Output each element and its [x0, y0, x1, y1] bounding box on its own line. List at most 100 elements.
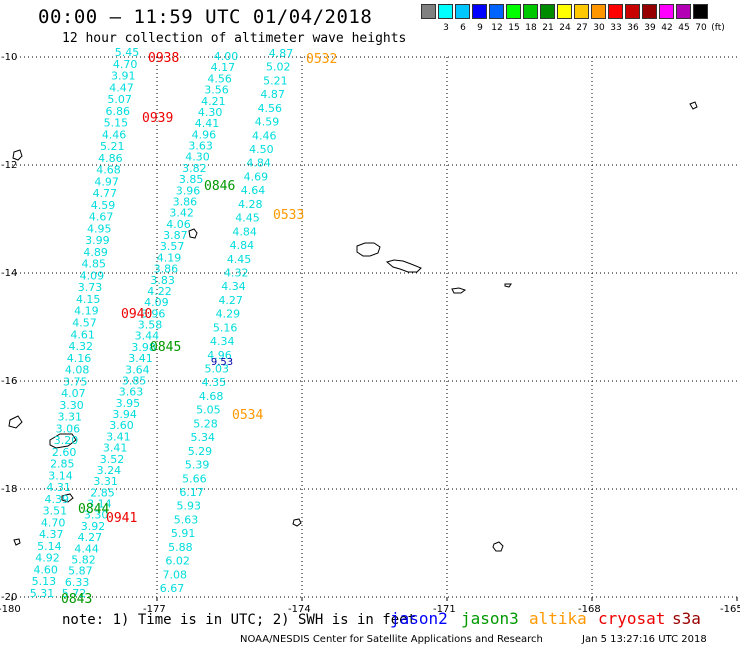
pass-time-label: 0846	[204, 179, 235, 194]
swh-value: 4.22	[147, 285, 172, 298]
swh-value: 4.89	[83, 246, 108, 259]
time-labels: 0938 0939 0940 0941 0532 0533 0534 0846 0845 0844…	[61, 51, 337, 607]
legend-swatch	[591, 4, 606, 19]
swh-value: 4.97	[94, 175, 119, 188]
swh-value: 3.98	[131, 341, 156, 354]
swh-value: 4.47	[109, 81, 134, 94]
swh-value: 5.39	[185, 459, 210, 472]
swh-value: 4.27	[78, 531, 103, 544]
swh-value: 3.14	[48, 469, 73, 482]
swh-value: 4.70	[113, 58, 138, 71]
legend-label: 45	[678, 23, 690, 33]
swh-value: 4.87	[269, 47, 294, 60]
swh-value: 4.69	[244, 170, 269, 183]
swh-value: 5.91	[171, 527, 196, 540]
swh-value: 3.96	[141, 307, 166, 320]
legend-label: 27	[576, 23, 588, 33]
swh-value: 4.96	[192, 128, 217, 141]
swh-value: 6.33	[65, 576, 90, 589]
swh-value: 4.00	[214, 50, 239, 63]
swh-value: 3.41	[103, 442, 128, 455]
island-fiji-east	[61, 493, 74, 503]
swh-value: 4.92	[35, 552, 60, 565]
swh-value: 4.77	[93, 187, 118, 200]
swh-value: 3.96	[176, 184, 201, 197]
swh-value: 5.05	[196, 404, 221, 417]
swh-value: 4.19	[74, 305, 99, 318]
swh-value: 3.57	[160, 240, 185, 253]
swh-value: 3.52	[100, 453, 125, 466]
legend-swatch	[523, 4, 538, 19]
legend-label: 18	[525, 23, 537, 33]
island-fiji-vanua	[49, 433, 77, 449]
swh-value: 5.15	[104, 117, 129, 130]
pass-time-label: 0941	[106, 511, 137, 526]
swh-value: 4.60	[33, 563, 58, 576]
swh-value: 3.73	[78, 281, 103, 294]
swh-value: 5.21	[100, 140, 125, 153]
swh-value: 4.59	[255, 116, 280, 129]
footnote: note: 1) Time is in UTC; 2) SWH is in fe…	[62, 612, 417, 628]
credit-line: NOAA/NESDIS Center for Satellite Applica…	[240, 634, 543, 645]
legend-swatch	[693, 4, 708, 19]
lon-tick-label: -180	[0, 604, 21, 615]
swh-value: 3.41	[128, 352, 153, 365]
legend-label: 9	[477, 23, 483, 33]
swh-value: 4.46	[252, 129, 277, 142]
swh-value: 3.87	[163, 229, 188, 242]
island-samoa-savaii	[356, 242, 381, 257]
legend-label: 12	[491, 23, 503, 33]
legend-label: 36	[627, 23, 639, 33]
lat-tick-label: -14	[1, 268, 17, 279]
swh-value: 3.99	[85, 234, 110, 247]
swh-value: 5.21	[263, 74, 288, 87]
pass-time-label: 0939	[142, 111, 173, 126]
swh-value: 4.45	[235, 212, 260, 225]
legend-label: 30	[593, 23, 605, 33]
swh-value: 4.68	[199, 390, 224, 403]
swh-value: 3.85	[122, 374, 147, 387]
pass-time-label: 0940	[121, 307, 152, 322]
swh-value: 3.51	[43, 505, 68, 518]
swh-value: 5.28	[193, 417, 218, 430]
swh-value: 3.24	[97, 464, 122, 477]
swh-value: 4.61	[70, 328, 95, 341]
legend-label: 42	[661, 23, 673, 33]
swh-value: 3.91	[111, 70, 136, 83]
pass-time-label: 0533	[273, 208, 304, 223]
swh-value: 4.06	[166, 218, 191, 231]
island-futuna	[12, 149, 23, 161]
swh-value: 3.86	[173, 195, 198, 208]
swh-value: 4.59	[91, 199, 116, 212]
legend-label: 21	[542, 23, 554, 33]
legend-label: 24	[559, 23, 571, 33]
swh-value: 4.28	[238, 198, 263, 211]
legend-swatch	[659, 4, 674, 19]
lon-tick-label: -165	[720, 604, 740, 615]
swh-value: 4.96	[207, 349, 232, 362]
map-subtitle: 12 hour collection of altimeter wave hei…	[62, 31, 407, 46]
swh-value: 4.44	[74, 542, 99, 555]
satellite-key-s3a: s3a	[672, 609, 701, 628]
pass-time-label: 0532	[306, 52, 337, 67]
swh-value: 4.46	[102, 128, 127, 141]
swh-value: 4.16	[67, 352, 92, 365]
lon-tick-label: -177	[143, 604, 166, 615]
legend-label: 3	[443, 23, 449, 33]
swh-value: 5.82	[71, 553, 96, 566]
swh-value: 5.88	[168, 541, 193, 554]
island-tonga	[292, 518, 302, 527]
swh-value: 3.30	[59, 399, 84, 412]
lat-lon-grid: -180 -177 -174 -171 -168 -165 -10 -12 -14 -16 -18 -…	[0, 52, 740, 615]
swh-value: 4.35	[202, 376, 227, 389]
swh-value: 4.09	[144, 296, 169, 309]
swh-value: 3.30	[84, 509, 109, 522]
swh-value: 4.19	[157, 251, 182, 264]
swh-value: 4.85	[81, 258, 106, 271]
lon-tick-label: -174	[288, 604, 311, 615]
swh-value: 3.06	[56, 422, 81, 435]
swh-value: 3.94	[112, 408, 137, 421]
swh-value: 3.64	[125, 363, 150, 376]
legend-swatch	[642, 4, 657, 19]
satellite-key-cryosat: cryosat	[598, 609, 666, 628]
